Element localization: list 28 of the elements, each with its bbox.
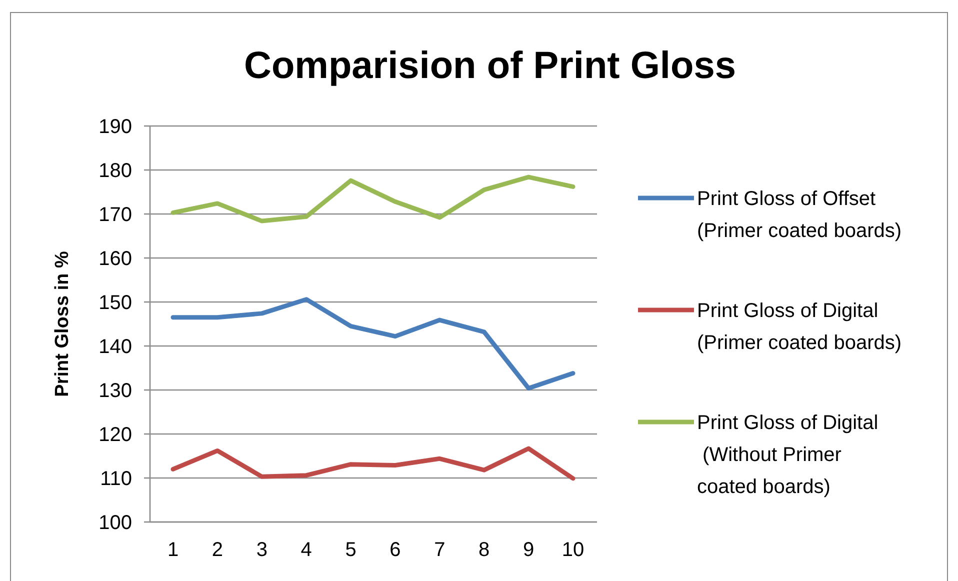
y-tick-label: 180 [98, 160, 132, 182]
x-tick-label: 2 [212, 539, 224, 561]
y-tick-label: 150 [98, 292, 132, 314]
x-tick-label: 5 [345, 539, 356, 561]
x-tick-label: 8 [478, 539, 490, 561]
y-tick-label: 110 [100, 468, 132, 490]
chart-title: Comparision of Print Gloss [244, 45, 736, 87]
y-tick-label: 130 [98, 380, 132, 402]
y-axis-title: Print Gloss in % [52, 251, 73, 397]
x-tick-label: 9 [522, 539, 534, 561]
y-tick-label: 190 [98, 116, 132, 138]
y-tick-label: 170 [98, 204, 132, 226]
x-tick-label: 3 [256, 539, 268, 561]
y-tick-label: 100 [98, 512, 132, 534]
legend-label: Print Gloss of Offset (Primer coated boards) [697, 188, 902, 242]
x-tick-label: 6 [390, 539, 401, 561]
legend-label: Print Gloss of Digital (Primer coated boards) [697, 300, 902, 354]
line-series [170, 174, 576, 224]
x-tick-label: 4 [300, 539, 312, 561]
line-series [170, 446, 576, 481]
y-tick-label: 140 [98, 336, 132, 358]
y-tick-label: 120 [98, 424, 132, 446]
x-tick-label: 1 [167, 539, 179, 561]
legend-label: Print Gloss of Digital (Without Primer coated boards) [697, 412, 878, 498]
y-tick-label: 160 [98, 248, 132, 270]
x-tick-label: 10 [562, 539, 584, 561]
x-tick-label: 7 [434, 539, 446, 561]
line-series [170, 297, 576, 390]
